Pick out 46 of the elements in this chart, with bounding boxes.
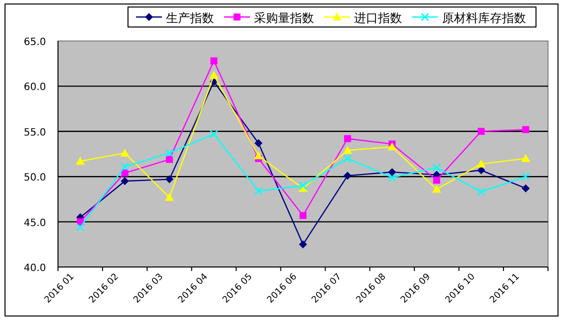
- point: [343, 146, 352, 154]
- legend-label: 采购量指数: [254, 11, 314, 25]
- point: [166, 156, 173, 163]
- y-tick-label: 60.0: [24, 82, 46, 94]
- point: [522, 184, 530, 192]
- point: [254, 186, 263, 196]
- legend-label: 进口指数: [354, 11, 402, 25]
- y-tick-label: 65.0: [24, 37, 46, 48]
- point: [388, 142, 397, 150]
- point: [210, 130, 218, 138]
- point: [388, 168, 396, 176]
- point: [477, 188, 486, 196]
- point: [120, 162, 129, 171]
- point: [165, 148, 174, 158]
- point: [165, 175, 174, 184]
- point: [254, 139, 262, 148]
- point: [300, 212, 306, 219]
- point: [432, 163, 441, 172]
- point: [76, 156, 85, 165]
- point: [254, 151, 263, 160]
- point: [298, 181, 308, 190]
- point: [209, 70, 218, 79]
- y-tick-label: 55.0: [24, 127, 46, 138]
- point: [121, 169, 128, 176]
- point: [522, 126, 530, 134]
- legend-label: 生产指数: [166, 11, 214, 25]
- point: [120, 177, 129, 186]
- point: [164, 192, 174, 201]
- y-tick-label: 40.0: [24, 263, 46, 274]
- point: [388, 173, 396, 182]
- point: [344, 135, 352, 142]
- point: [343, 154, 352, 163]
- point: [210, 57, 218, 64]
- point: [76, 223, 84, 232]
- y-tick-label: 50.0: [24, 172, 46, 184]
- point: [120, 148, 130, 157]
- point: [344, 172, 352, 180]
- point: [433, 176, 440, 184]
- point: [521, 154, 530, 162]
- point: [432, 184, 442, 193]
- point: [478, 128, 485, 135]
- legend-label: 原材料库存指数: [442, 11, 526, 25]
- point: [522, 172, 530, 181]
- y-tick-label: 45.0: [24, 218, 46, 229]
- point: [299, 240, 307, 248]
- point: [476, 159, 486, 168]
